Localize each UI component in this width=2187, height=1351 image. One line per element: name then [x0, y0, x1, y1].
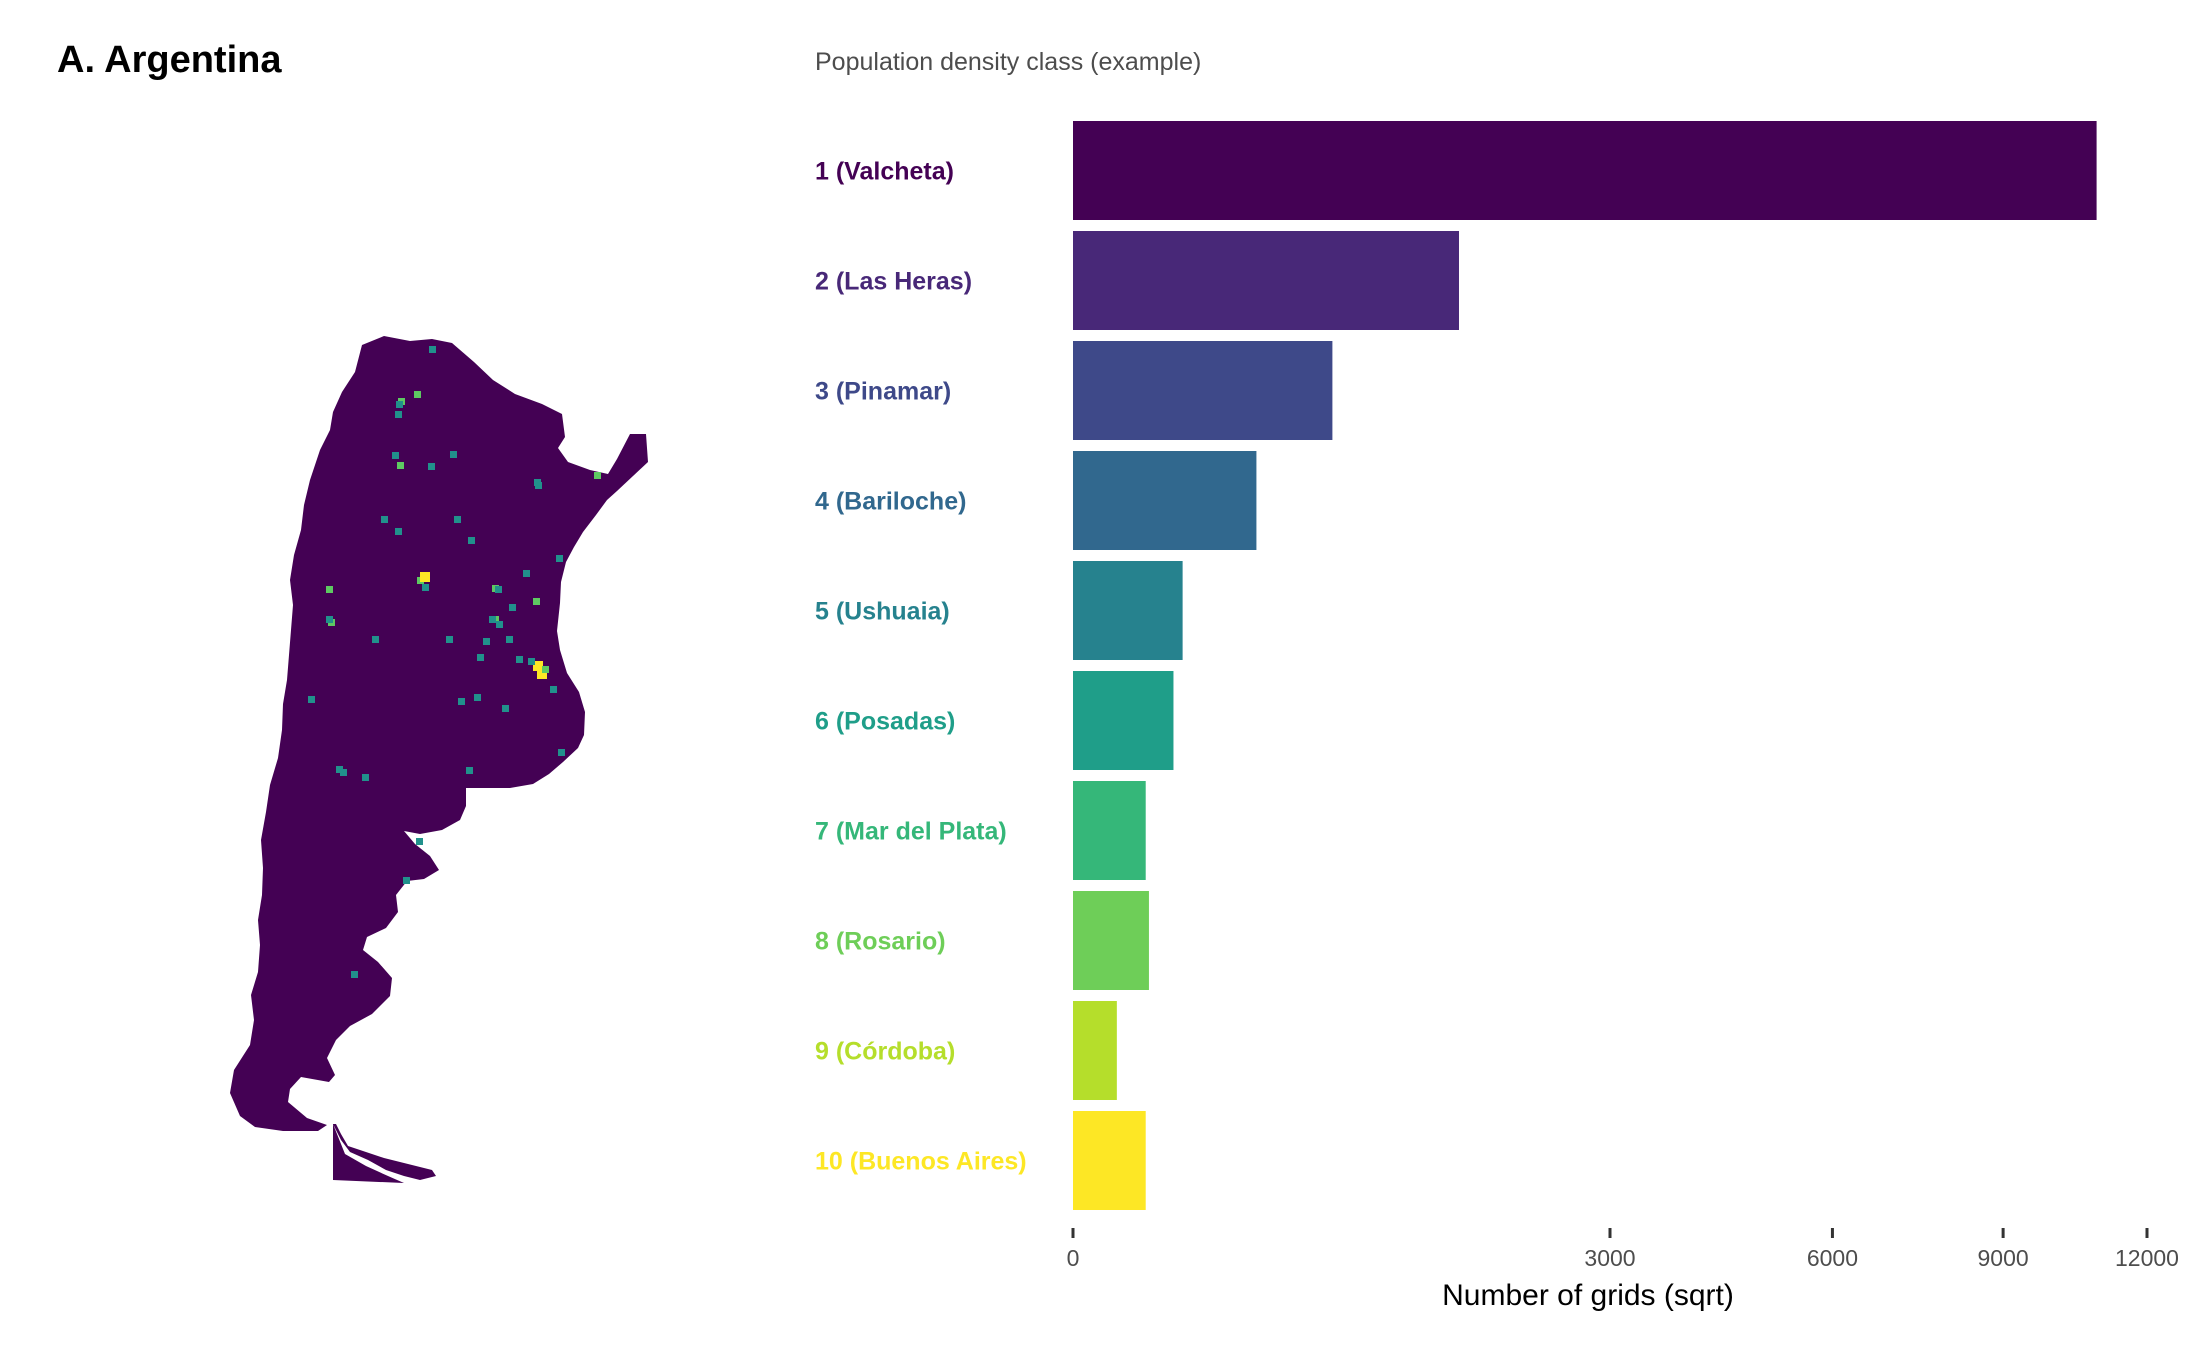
bar-9: [1073, 1001, 1117, 1100]
map-hotspot: [474, 694, 481, 701]
map-hotspot: [420, 572, 430, 582]
map-hotspot: [326, 616, 333, 623]
bar-1: [1073, 121, 2097, 220]
category-label-5: 5 (Ushuaia): [815, 598, 950, 626]
map-hotspot: [495, 586, 502, 593]
x-axis-ticks: 0 3000 6000 9000 12000: [1067, 1228, 2179, 1271]
map-hotspot: [533, 661, 543, 671]
map-hotspot: [528, 658, 535, 665]
bar-3: [1073, 341, 1333, 440]
map-hotspot: [594, 472, 601, 479]
map-hotspot: [558, 749, 565, 756]
argentina-density-map: [230, 336, 648, 1183]
category-label-9: 9 (Córdoba): [815, 1038, 955, 1066]
category-label-4: 4 (Bariloche): [815, 488, 966, 516]
map-hotspot: [542, 666, 549, 673]
map-hotspot: [550, 686, 557, 693]
map-hotspot: [340, 769, 347, 776]
map-hotspot: [336, 766, 343, 773]
bar-6: [1073, 671, 1174, 770]
map-hotspot: [483, 638, 490, 645]
x-axis: 0 3000 6000 9000 12000: [1067, 1228, 2179, 1271]
bar-5: [1073, 561, 1183, 660]
map-hotspot: [509, 604, 516, 611]
map-hotspot: [403, 877, 410, 884]
map-hotspot: [454, 516, 461, 523]
category-label-2: 2 (Las Heras): [815, 268, 972, 296]
map-hotspot: [502, 705, 509, 712]
map-hotspot: [362, 774, 369, 781]
map-hotspot: [466, 767, 473, 774]
tierra-del-fuego-shape: [333, 1124, 436, 1183]
map-hotspot: [477, 654, 484, 661]
map-hotspot: [422, 584, 429, 591]
x-tick-label-6000: 6000: [1807, 1245, 1858, 1271]
map-hotspot: [428, 463, 435, 470]
map-hotspot: [396, 401, 403, 408]
map-hotspot: [414, 391, 421, 398]
bar-7: [1073, 781, 1146, 880]
category-label-1: 1 (Valcheta): [815, 158, 954, 186]
category-label-10: 10 (Buenos Aires): [815, 1148, 1027, 1176]
map-hotspot: [392, 452, 399, 459]
map-hotspot: [556, 555, 563, 562]
map-hotspot: [429, 346, 436, 353]
map-hotspot: [395, 528, 402, 535]
map-hotspot: [523, 570, 530, 577]
map-hotspot: [308, 696, 315, 703]
map-hotspot: [397, 462, 404, 469]
density-hotspots: [308, 346, 601, 978]
map-hotspot: [489, 616, 496, 623]
map-hotspot: [496, 621, 503, 628]
category-labels: 1 (Valcheta) 2 (Las Heras) 3 (Pinamar) 4 (B…: [815, 158, 1027, 1176]
map-hotspot: [450, 451, 457, 458]
category-label-8: 8 (Rosario): [815, 928, 946, 956]
category-label-3: 3 (Pinamar): [815, 378, 951, 406]
map-hotspot: [535, 482, 542, 489]
bar-2: [1073, 231, 1459, 330]
map-hotspot: [381, 516, 388, 523]
argentina-mainland-shape: [230, 336, 648, 1131]
map-hotspot: [395, 411, 402, 418]
map-hotspot: [516, 656, 523, 663]
bar-4: [1073, 451, 1257, 550]
x-axis-title: Number of grids (sqrt): [1442, 1279, 1734, 1312]
map-hotspot: [446, 636, 453, 643]
x-tick-label-9000: 9000: [1978, 1245, 2029, 1271]
category-label-7: 7 (Mar del Plata): [815, 818, 1007, 846]
map-hotspot: [372, 636, 379, 643]
category-label-6: 6 (Posadas): [815, 708, 955, 736]
map-hotspot: [326, 586, 333, 593]
legend-title: Population density class (example): [815, 48, 1201, 76]
map-hotspot: [416, 838, 423, 845]
bar-10: [1073, 1111, 1146, 1210]
map-hotspot: [506, 636, 513, 643]
x-tick-label-12000: 12000: [2115, 1245, 2179, 1271]
x-tick-label-0: 0: [1067, 1245, 1080, 1271]
map-hotspot: [537, 669, 547, 679]
map-hotspot: [468, 537, 475, 544]
bar-8: [1073, 891, 1149, 990]
map-hotspot: [533, 598, 540, 605]
panel-title: A. Argentina: [57, 39, 282, 81]
map-hotspot: [458, 698, 465, 705]
bar-series: [1073, 121, 2097, 1210]
map-hotspot: [351, 971, 358, 978]
x-tick-label-3000: 3000: [1584, 1245, 1635, 1271]
